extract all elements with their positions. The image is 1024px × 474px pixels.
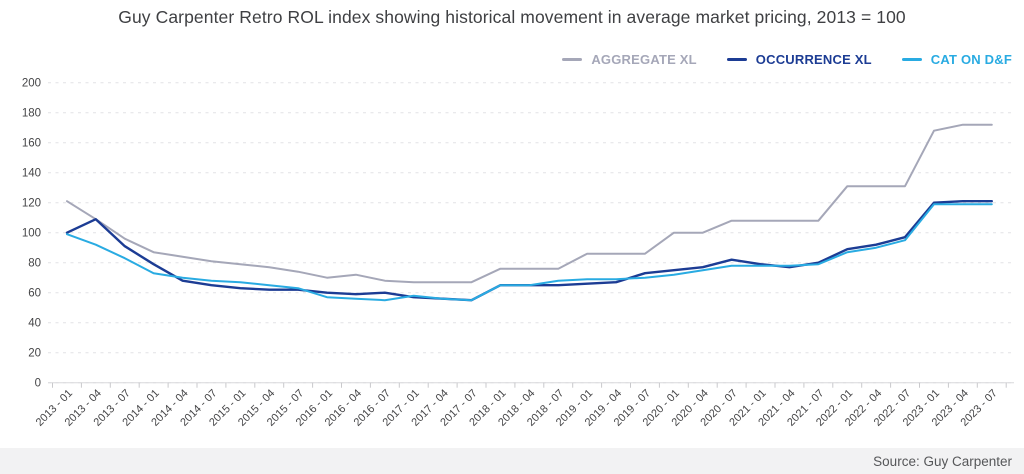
chart-title: Guy Carpenter Retro ROL index showing hi… xyxy=(118,7,906,27)
svg-text:120: 120 xyxy=(22,198,41,210)
chart-legend: AGGREGATE XL OCCURRENCE XL CAT ON D&F xyxy=(562,52,1012,67)
svg-text:200: 200 xyxy=(22,78,41,90)
legend-label: CAT ON D&F xyxy=(930,52,1012,67)
svg-text:40: 40 xyxy=(28,318,41,330)
svg-text:80: 80 xyxy=(28,258,41,270)
svg-text:20: 20 xyxy=(28,348,41,360)
source-bar: Source: Guy Carpenter xyxy=(0,448,1024,474)
svg-text:160: 160 xyxy=(22,138,41,150)
legend-item-aggregate-xl[interactable]: AGGREGATE XL xyxy=(562,52,697,67)
legend-line-swatch xyxy=(901,58,922,61)
legend-label: AGGREGATE XL xyxy=(591,52,697,67)
source-text: Source: Guy Carpenter xyxy=(873,453,1012,469)
legend-item-occurrence-xl[interactable]: OCCURRENCE XL xyxy=(726,52,872,67)
svg-text:180: 180 xyxy=(22,108,41,120)
legend-line-swatch xyxy=(726,58,747,61)
svg-text:60: 60 xyxy=(28,288,41,300)
legend-label: OCCURRENCE XL xyxy=(755,52,872,67)
legend-line-swatch xyxy=(562,58,583,61)
svg-text:100: 100 xyxy=(22,228,41,240)
svg-text:140: 140 xyxy=(22,168,41,180)
legend-item-cat-on-df[interactable]: CAT ON D&F xyxy=(901,52,1012,67)
svg-text:0: 0 xyxy=(35,378,41,390)
